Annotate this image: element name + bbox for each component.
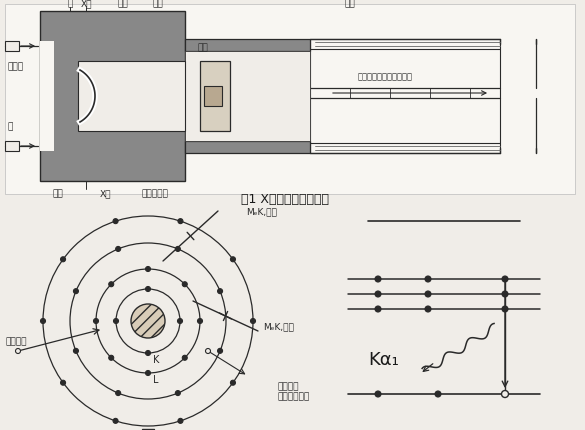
Circle shape (230, 257, 235, 262)
Text: 靶: 靶 (8, 122, 13, 131)
Circle shape (250, 319, 256, 324)
Text: 铜: 铜 (67, 0, 73, 9)
Circle shape (40, 319, 46, 324)
Circle shape (230, 380, 235, 385)
Circle shape (113, 418, 118, 424)
Circle shape (375, 306, 381, 312)
Circle shape (425, 306, 431, 312)
Bar (5, 42, 19, 52)
Circle shape (146, 287, 150, 292)
Text: 真空: 真空 (118, 0, 128, 9)
Text: 冷却水: 冷却水 (8, 62, 24, 71)
Circle shape (176, 390, 180, 396)
Text: 玻璃: 玻璃 (345, 0, 355, 9)
Text: X光: X光 (99, 189, 111, 198)
Circle shape (113, 319, 119, 324)
Circle shape (177, 319, 183, 324)
Circle shape (146, 267, 150, 272)
Circle shape (502, 291, 508, 297)
Circle shape (183, 282, 187, 287)
Circle shape (146, 351, 150, 356)
Circle shape (375, 276, 381, 283)
Text: MₑK,光子: MₑK,光子 (263, 322, 294, 331)
Circle shape (61, 257, 66, 262)
Circle shape (198, 319, 202, 324)
Circle shape (94, 319, 98, 324)
Bar (204, 87, 222, 107)
Text: Kα₁: Kα₁ (368, 350, 399, 368)
Text: X光: X光 (80, 0, 92, 9)
Text: 电子: 电子 (197, 43, 208, 52)
Bar (200, 62, 230, 132)
Text: 入射电子: 入射电子 (5, 337, 27, 346)
Circle shape (178, 418, 183, 424)
Circle shape (178, 219, 183, 224)
Text: 图1 X射线管剖面示意图: 图1 X射线管剖面示意图 (241, 193, 329, 206)
Text: 钨丝: 钨丝 (153, 0, 163, 9)
Circle shape (435, 391, 441, 397)
Circle shape (131, 304, 165, 338)
Circle shape (218, 349, 222, 353)
Text: 铍窗: 铍窗 (53, 189, 63, 198)
Circle shape (218, 289, 222, 294)
Circle shape (176, 247, 180, 252)
Circle shape (113, 219, 118, 224)
Circle shape (501, 390, 508, 398)
Circle shape (183, 356, 187, 360)
Bar (40, 12, 185, 181)
Text: MₑK,光子: MₑK,光子 (246, 207, 277, 216)
Circle shape (146, 371, 150, 376)
Text: Mg: Mg (140, 316, 155, 326)
Circle shape (109, 282, 113, 287)
Circle shape (116, 390, 121, 396)
Circle shape (502, 306, 508, 312)
Circle shape (74, 349, 78, 353)
Circle shape (116, 247, 121, 252)
Circle shape (502, 276, 508, 283)
Text: L: L (153, 374, 159, 384)
Text: 二次电子
（直由电子）: 二次电子 （直由电子） (278, 381, 310, 400)
Text: K: K (153, 354, 159, 364)
Circle shape (74, 289, 78, 294)
Circle shape (61, 380, 66, 385)
Circle shape (375, 291, 381, 297)
Circle shape (375, 391, 381, 397)
Text: 金属聚焦罩: 金属聚焦罩 (142, 189, 168, 198)
Circle shape (425, 276, 431, 283)
Circle shape (109, 356, 113, 360)
Bar (185, 141, 310, 154)
Bar (310, 40, 500, 154)
Bar (185, 52, 310, 141)
Bar (185, 40, 310, 52)
Bar (5, 5, 575, 194)
Text: 接灯丝变压器及高压电源: 接灯丝变压器及高压电源 (357, 72, 412, 81)
Circle shape (425, 291, 431, 297)
Bar (78, 62, 185, 132)
Bar (5, 141, 19, 152)
